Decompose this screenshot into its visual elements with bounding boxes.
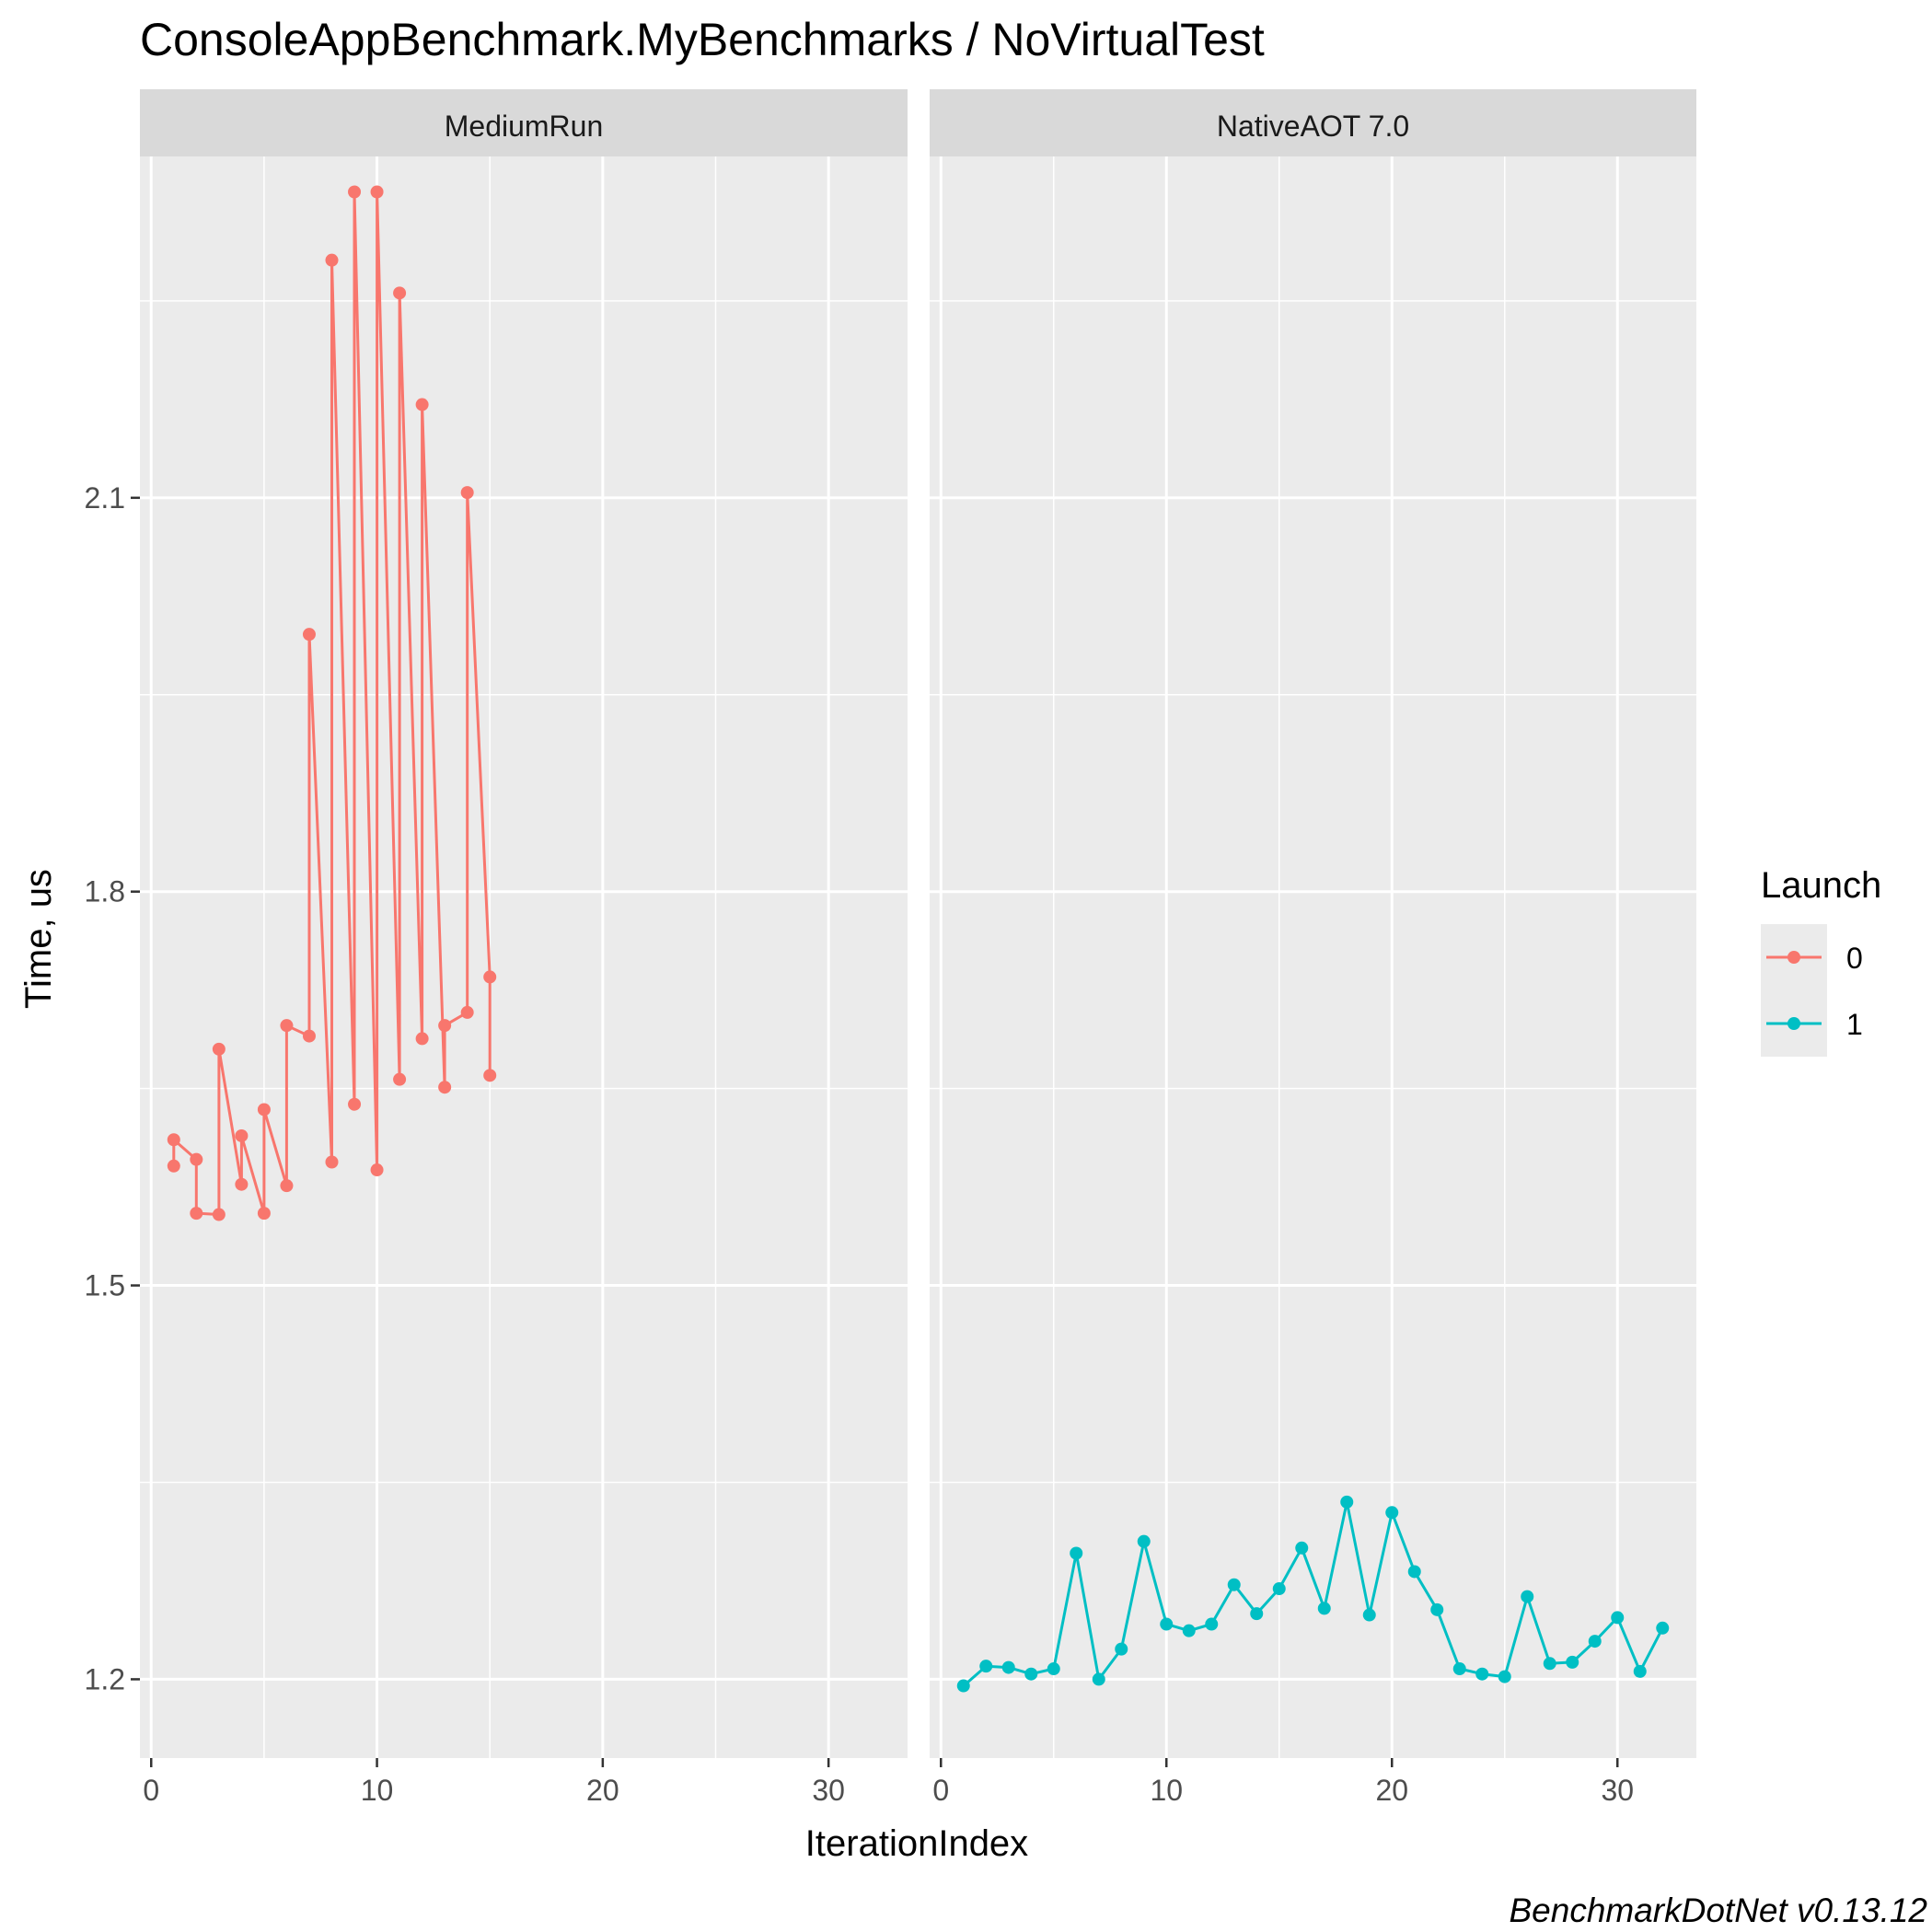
- data-point: [1430, 1602, 1444, 1616]
- panel-background: [140, 156, 908, 1758]
- data-point: [1182, 1624, 1196, 1637]
- data-point: [302, 1029, 316, 1043]
- data-point: [438, 1019, 452, 1033]
- legend: Launch 0 1: [1761, 865, 1881, 1057]
- caption: BenchmarkDotNet v0.13.12: [1509, 1892, 1927, 1929]
- data-point: [257, 1103, 271, 1116]
- data-point: [1385, 1506, 1399, 1520]
- data-point: [1521, 1590, 1534, 1603]
- data-point: [1566, 1655, 1579, 1669]
- x-tick-label: 0: [932, 1774, 949, 1807]
- y-tick-label: 2.1: [85, 481, 125, 515]
- x-axis-label: IterationIndex: [805, 1823, 1028, 1864]
- data-point: [302, 628, 316, 642]
- x-tick-label: 0: [143, 1774, 159, 1807]
- data-point: [979, 1660, 993, 1673]
- data-point: [1295, 1541, 1309, 1555]
- panels: MediumRun 0 10 20 30 NativeAOT 7.0 0 10 20 30: [140, 89, 1696, 1807]
- data-point: [235, 1177, 249, 1191]
- data-point: [393, 286, 407, 300]
- data-point: [1407, 1565, 1421, 1579]
- x-tick-label: 30: [812, 1774, 845, 1807]
- data-point: [325, 253, 339, 267]
- data-point: [1611, 1611, 1625, 1625]
- data-point: [325, 1155, 339, 1169]
- panel-strip: [140, 89, 908, 156]
- data-point: [1092, 1672, 1105, 1686]
- panel-strip: [930, 89, 1696, 156]
- data-point: [212, 1042, 226, 1056]
- data-point: [235, 1128, 249, 1142]
- data-point: [483, 970, 497, 984]
- data-point: [1452, 1662, 1466, 1676]
- data-point: [212, 1208, 226, 1221]
- data-point: [190, 1152, 203, 1166]
- panel-strip-label: NativeAOT 7.0: [1217, 110, 1409, 143]
- data-point: [1227, 1578, 1241, 1591]
- y-tick-label: 1.2: [85, 1662, 125, 1695]
- data-point: [1656, 1621, 1670, 1635]
- data-point: [1317, 1602, 1331, 1615]
- series-line-launch-1: [962, 1500, 1664, 1687]
- y-axis: 1.2 1.5 1.8 2.1: [85, 481, 140, 1695]
- legend-key-point: [1787, 1017, 1800, 1030]
- data-point: [1362, 1608, 1376, 1622]
- data-point: [370, 185, 384, 199]
- legend-label: 1: [1846, 1008, 1863, 1041]
- data-point: [1205, 1617, 1219, 1631]
- legend-label: 0: [1846, 942, 1863, 975]
- y-axis-label: Time, us: [18, 869, 59, 1009]
- panel-0: MediumRun 0 10 20 30: [140, 89, 908, 1807]
- legend-title: Launch: [1761, 865, 1881, 906]
- data-point: [1115, 1642, 1128, 1656]
- x-tick-label: 20: [1375, 1774, 1408, 1807]
- data-point: [1160, 1617, 1174, 1631]
- data-point: [348, 185, 362, 199]
- data-point: [1137, 1534, 1151, 1548]
- data-point: [167, 1133, 180, 1147]
- data-point: [280, 1179, 294, 1193]
- series-line-launch-0: [172, 191, 492, 1216]
- panel-background: [930, 156, 1696, 1758]
- data-point: [1340, 1495, 1354, 1509]
- data-point: [1475, 1667, 1489, 1681]
- data-point: [1001, 1660, 1015, 1674]
- y-tick-label: 1.8: [85, 875, 125, 908]
- data-point: [190, 1207, 203, 1221]
- data-point: [280, 1019, 294, 1033]
- x-tick-label: 10: [361, 1774, 394, 1807]
- data-point: [1047, 1662, 1060, 1676]
- data-point: [438, 1081, 452, 1094]
- chart-title: ConsoleAppBenchmark.MyBenchmarks / NoVir…: [140, 14, 1265, 65]
- data-point: [483, 1069, 497, 1082]
- data-point: [1543, 1657, 1556, 1671]
- data-point: [460, 486, 474, 500]
- data-point: [415, 1032, 429, 1046]
- data-point: [956, 1679, 970, 1693]
- panel-1: NativeAOT 7.0 0 10 20 30: [930, 89, 1696, 1807]
- data-point: [348, 1097, 362, 1111]
- data-point: [1024, 1667, 1038, 1681]
- data-point: [257, 1207, 271, 1221]
- data-point: [460, 1005, 474, 1019]
- data-point: [415, 398, 429, 411]
- x-tick-label: 30: [1601, 1774, 1634, 1807]
- data-point: [1588, 1635, 1602, 1649]
- data-point: [1070, 1546, 1083, 1560]
- data-point: [1250, 1607, 1264, 1621]
- data-point: [1633, 1664, 1647, 1678]
- x-tick-label: 10: [1150, 1774, 1183, 1807]
- x-tick-label: 20: [586, 1774, 619, 1807]
- data-point: [167, 1159, 180, 1173]
- panel-strip-label: MediumRun: [445, 110, 604, 143]
- y-tick-label: 1.5: [85, 1269, 125, 1302]
- data-point: [393, 1072, 407, 1086]
- legend-key-point: [1787, 951, 1800, 964]
- data-point: [1498, 1670, 1511, 1683]
- data-point: [370, 1163, 384, 1177]
- data-point: [1272, 1582, 1286, 1596]
